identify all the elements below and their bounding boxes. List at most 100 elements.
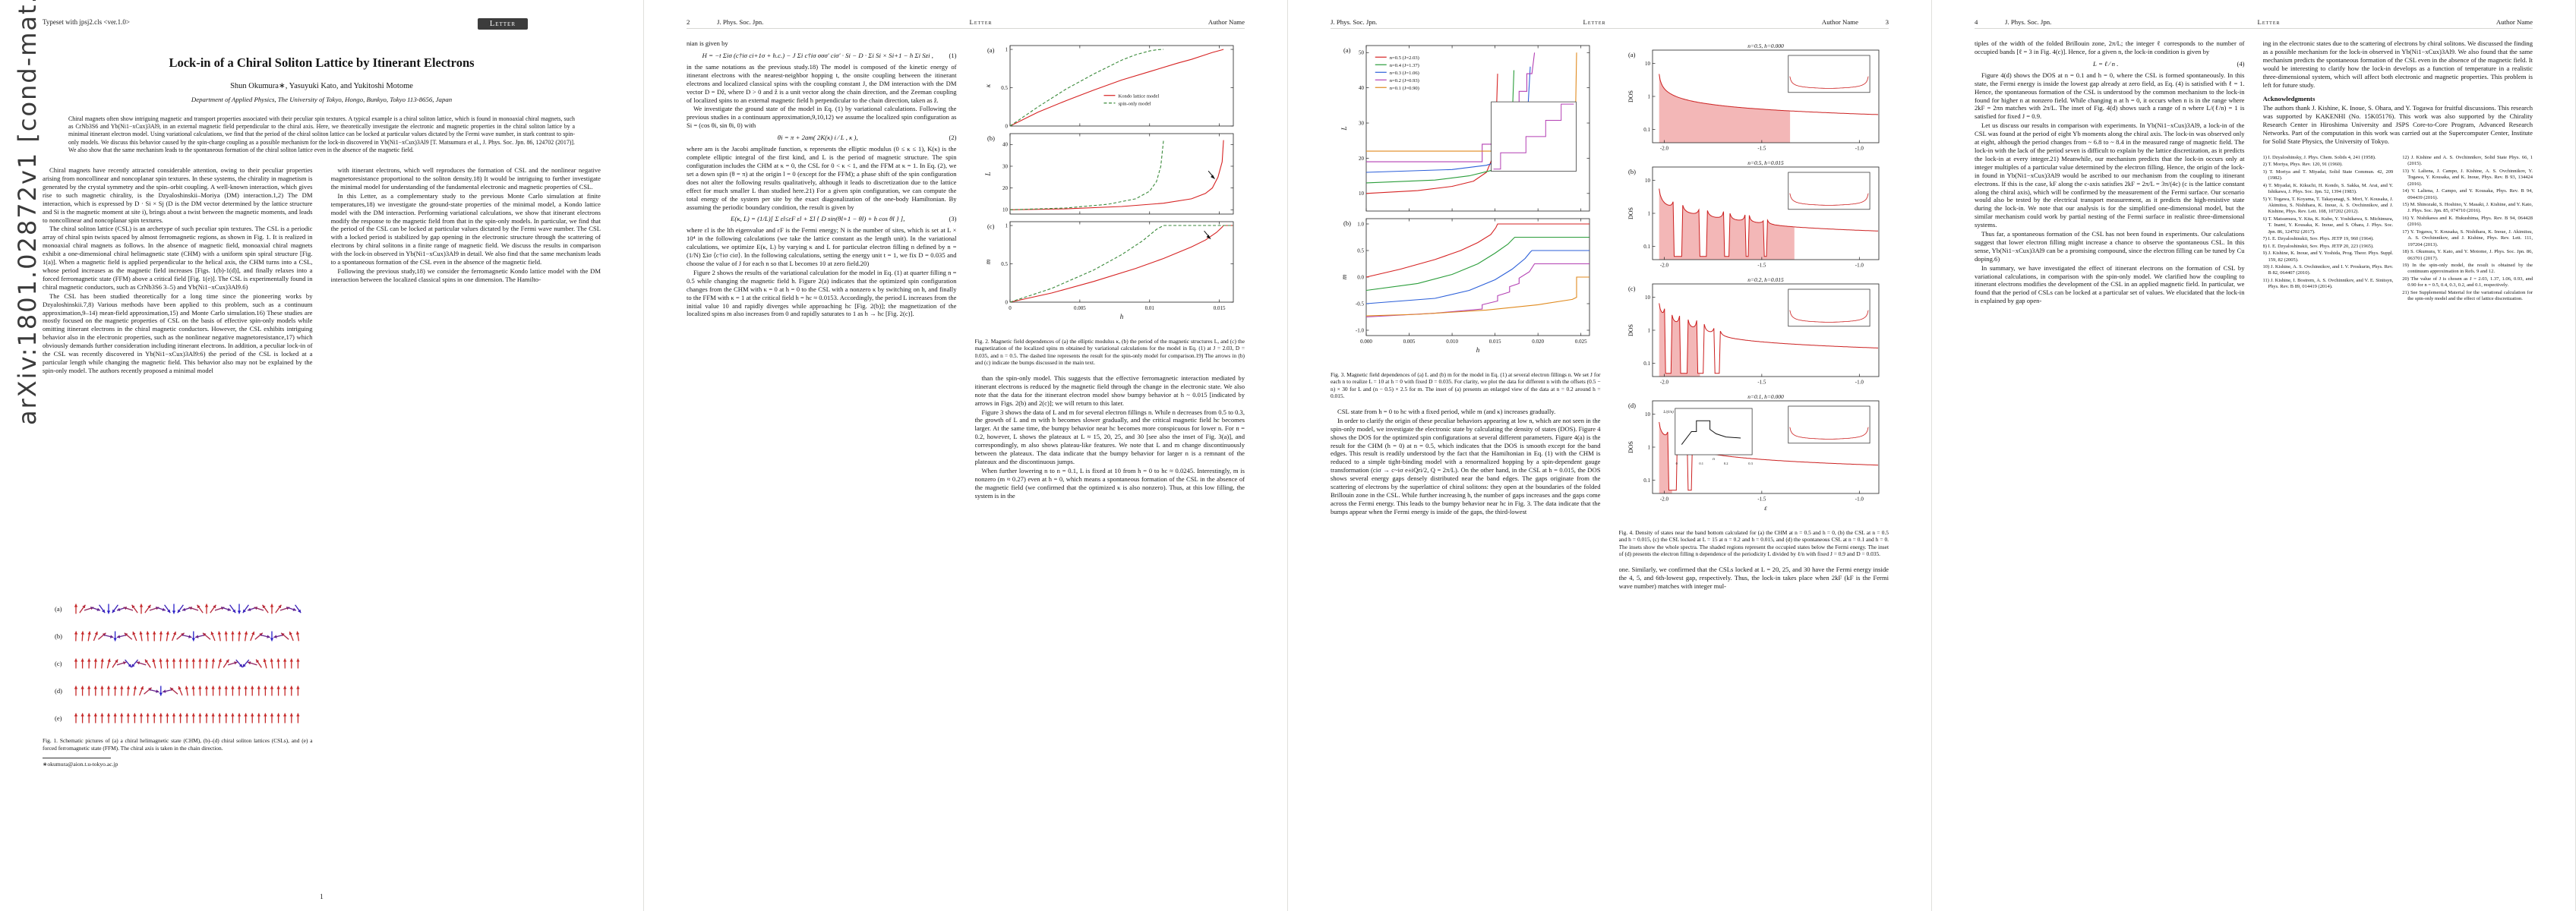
svg-text:-1.5: -1.5 xyxy=(1758,496,1767,503)
reference-item: 15) M. Shinozaki, S. Hoshino, Y. Masaki,… xyxy=(2402,202,2533,214)
svg-text:1: 1 xyxy=(1648,444,1651,450)
running-journal: J. Phys. Soc. Jpn. xyxy=(717,18,764,26)
svg-text:0.2: 0.2 xyxy=(1724,462,1728,465)
svg-text:0.3: 0.3 xyxy=(1749,462,1754,465)
svg-text:20: 20 xyxy=(1359,156,1365,162)
page2-right-column: 0 0.5 1 (a) κ Kondo lattice model spin-only mo… xyxy=(975,39,1245,879)
figure-2-caption: Fig. 2. Magnetic field dependences of (a… xyxy=(974,338,1245,367)
svg-text:ε: ε xyxy=(1764,504,1767,512)
svg-text:0.1: 0.1 xyxy=(1644,361,1651,367)
body-paragraph: Chiral magnets have recently attracted c… xyxy=(43,166,313,224)
svg-text:-2.0: -2.0 xyxy=(1660,263,1669,269)
figure-3-image: 10 20 30 40 50 (a) Ln=0.5 (J=2.03) n=0.4 (J=1.3… xyxy=(1340,45,1590,354)
reference-item: 21) See Supplemental Material for the va… xyxy=(2402,289,2533,302)
body-paragraph: tiples of the width of the folded Brillo… xyxy=(1975,39,2245,55)
equation-1: H = −t Σiσ (c†iσ ci+1σ + h.c.) − J Σi c†… xyxy=(687,52,957,59)
svg-text:-1.5: -1.5 xyxy=(1758,380,1767,386)
reference-item: 2) T. Moriya, Phys. Rev. 120, 91 (1960). xyxy=(2262,162,2343,168)
svg-text:Kondo lattice model: Kondo lattice model xyxy=(1119,93,1160,99)
svg-text:0.015: 0.015 xyxy=(1488,339,1501,345)
page4-right-column: ing in the electronic states due to the … xyxy=(2263,39,2533,879)
reference-item: 3) T. Moriya and T. Miyadai, Solid State… xyxy=(2262,169,2394,181)
svg-text:-2.0: -2.0 xyxy=(1660,380,1669,386)
svg-text:-1.5: -1.5 xyxy=(1758,263,1767,269)
svg-text:DOS: DOS xyxy=(1627,207,1634,219)
svg-text:(a): (a) xyxy=(55,605,62,613)
equation-2: θi = π + 2am( 2K(κ) i ∕ L , κ ), (2) xyxy=(687,134,957,141)
running-page-number: 3 xyxy=(1885,18,1889,26)
body-paragraph: nian is given by xyxy=(687,39,728,47)
running-letter-label: Letter xyxy=(969,18,993,26)
svg-text:n=0.1, h=0.000: n=0.1, h=0.000 xyxy=(1747,393,1784,400)
running-page-number: 2 xyxy=(687,18,690,26)
body-paragraph: one. Similarly, we confir­med that the C… xyxy=(1618,565,1889,590)
acknowledgments-text: The authors thank J. Kishine, K. Inoue, … xyxy=(2262,104,2533,146)
running-letter-label: Letter xyxy=(2257,18,2281,26)
figure-1: (a) (b) (c) (d) (e) Fig. 1. Schematic pictur… xyxy=(43,594,313,752)
reference-item: 11) J. Kishine, I. Bostrem, A. S. Ovchin… xyxy=(2262,277,2394,290)
svg-text:κ: κ xyxy=(984,84,992,87)
body-paragraph: Let us discuss our results in comparison… xyxy=(1975,121,2245,229)
svg-text:n=0.1 (J=0.90): n=0.1 (J=0.90) xyxy=(1390,86,1419,91)
page1-right-paragraphs: with itinerant electrons, which well rep… xyxy=(331,166,601,284)
svg-text:L: L xyxy=(984,172,992,176)
body-paragraph: Figure 3 shows the data of L and m for s… xyxy=(974,408,1245,465)
svg-text:0.015: 0.015 xyxy=(1214,305,1226,311)
running-head: 2 J. Phys. Soc. Jpn. Letter Author Name xyxy=(687,18,1245,29)
svg-text:30: 30 xyxy=(1002,163,1009,169)
reference-item: 19) In the spin-only model, the result i… xyxy=(2402,262,2533,275)
equation-body: θi = π + 2am( 2K(κ) i ∕ L , κ ), xyxy=(777,134,858,142)
svg-text:h: h xyxy=(1476,346,1480,354)
svg-text:1: 1 xyxy=(1648,210,1651,216)
svg-text:(b): (b) xyxy=(55,632,62,640)
body-paragraph: In order to clarify the origin of these … xyxy=(1331,416,1601,515)
reference-item: 16) Y. Nishikawa and K. Hukushima, Phys.… xyxy=(2402,215,2533,228)
references-list: 1) I. Dzyaloshinsky, J. Phys. Chem. Soli… xyxy=(2263,155,2533,303)
body-paragraph: in the same notations as the previous st… xyxy=(687,62,957,104)
svg-text:40: 40 xyxy=(1002,142,1009,148)
svg-text:0.5: 0.5 xyxy=(1002,261,1009,267)
figure-1-image: (a) (b) (c) (d) (e) xyxy=(55,604,301,723)
svg-text:n=0.2, h=0.015: n=0.2, h=0.015 xyxy=(1747,276,1784,283)
body-paragraph: We investigate the ground state of the m… xyxy=(687,105,957,130)
svg-text:40: 40 xyxy=(1359,85,1365,91)
svg-text:0.0: 0.0 xyxy=(1357,274,1364,280)
body-paragraph: where am is the Jacobi amplitude functio… xyxy=(687,145,957,211)
svg-text:m: m xyxy=(984,259,992,264)
svg-text:L: L xyxy=(1340,126,1348,131)
body-paragraph: Thus far, a spontaneous formation of the… xyxy=(1975,230,2245,263)
running-head: J. Phys. Soc. Jpn. Letter Author Name 3 xyxy=(1331,18,1889,29)
figure-2: 0 0.5 1 (a) κ Kondo lattice model spin-only mo… xyxy=(975,39,1245,367)
reference-item: 12) J. Kishine and A. S. Ovchinnikov, So… xyxy=(2402,154,2533,167)
equation-number: (2) xyxy=(949,134,957,142)
svg-text:0.5: 0.5 xyxy=(1357,247,1364,254)
page3-right-paragraphs: one. Similarly, we confir­med that the C… xyxy=(1619,566,1889,591)
svg-text:L/(ℓ/n): L/(ℓ/n) xyxy=(1663,410,1675,415)
equation-4: L = ℓ ∕ n . (4) xyxy=(1975,60,2244,68)
svg-text:0.005: 0.005 xyxy=(1074,305,1086,311)
page-number: 1 xyxy=(320,893,324,900)
reference-item: 13) V. Laliena, J. Campo, J. Kishine, A.… xyxy=(2402,168,2533,187)
reference-item: 9) J. Kishine, K. Inoue, and Y. Yoshida,… xyxy=(2262,251,2394,263)
svg-text:n=0.5, h=0.000: n=0.5, h=0.000 xyxy=(1747,43,1784,49)
body-paragraph: The chiral soliton lattice (CSL) is an a… xyxy=(43,225,313,291)
page3-right-column: 0.1 1 10 -2.0 -1.5 -1.0 (a) n=0.5, h=0.000 DOS 0.… xyxy=(1619,39,1889,879)
svg-text:(b): (b) xyxy=(1343,219,1351,227)
svg-text:-2.0: -2.0 xyxy=(1660,146,1669,152)
paper-abstract: Chiral magnets often show intriguing mag… xyxy=(68,115,575,153)
svg-text:(d): (d) xyxy=(55,687,62,695)
svg-text:(b): (b) xyxy=(1628,168,1636,175)
reference-item: 14) V. Laliena, J. Campo, and Y. Kousaka… xyxy=(2402,188,2533,200)
equation-body: E(κ, L) = (1/L)[ Σ εl≤εF εl + Σl { D sin… xyxy=(731,215,905,223)
page2-right-paragraphs: than the spin-only model. This suggests … xyxy=(975,374,1245,500)
svg-text:0.010: 0.010 xyxy=(1446,339,1458,345)
svg-text:n=0.5 (J=2.03): n=0.5 (J=2.03) xyxy=(1390,55,1419,61)
svg-text:m: m xyxy=(1340,274,1348,279)
running-journal: J. Phys. Soc. Jpn. xyxy=(2005,18,2052,26)
svg-text:10: 10 xyxy=(1645,178,1651,184)
svg-text:10: 10 xyxy=(1002,207,1009,213)
svg-text:1.0: 1.0 xyxy=(1357,221,1364,227)
reference-item: 10) J. Kishine, A. S. Ovchinnikov, and I… xyxy=(2262,263,2394,276)
svg-text:-1.0: -1.0 xyxy=(1356,327,1365,333)
